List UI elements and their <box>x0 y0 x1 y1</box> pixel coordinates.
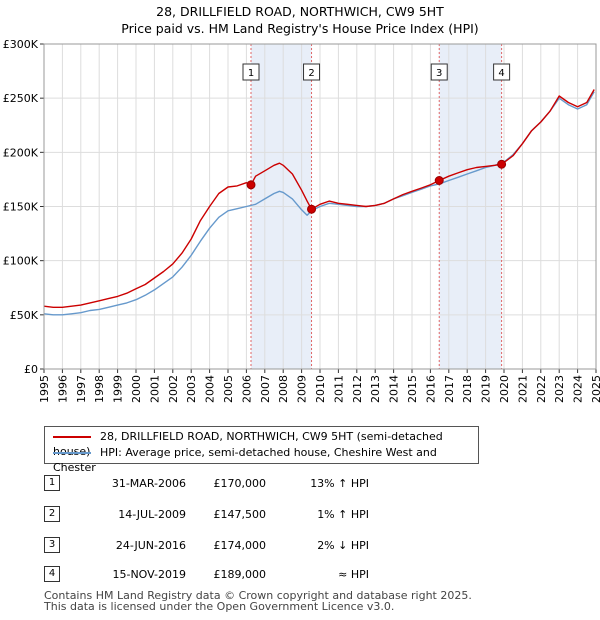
y-tick-label: £300K <box>3 38 39 51</box>
sale-point-3 <box>434 176 444 185</box>
x-tick-label: 2009 <box>296 375 309 403</box>
x-tick-label: 1996 <box>56 375 69 403</box>
legend-swatch-hpi <box>53 452 91 454</box>
x-tick-label: 2017 <box>443 375 456 403</box>
x-tick-label: 2024 <box>572 375 585 403</box>
footer-line-2: This data is licensed under the Open Gov… <box>44 600 395 613</box>
chart-title-line-2: Price paid vs. HM Land Registry's House … <box>121 21 479 36</box>
legend-swatch-property <box>53 436 91 438</box>
x-tick-label: 2020 <box>498 375 511 403</box>
x-tick-label: 2010 <box>314 375 327 403</box>
x-tick-label: 2000 <box>130 375 143 403</box>
transaction-number-badge: 4 <box>44 566 60 582</box>
transaction-number-badge: 2 <box>44 506 60 522</box>
series-line-hpi <box>43 91 595 316</box>
transaction-hpi: ≈ HPI <box>338 568 369 581</box>
x-tick-label: 1998 <box>93 375 106 403</box>
table-row: 3 24-JUN-2016 £174,000 2% ↓ HPI <box>0 537 600 555</box>
sale-number-label-3: 3 <box>436 68 442 79</box>
chart-title-line-1: 28, DRILLFIELD ROAD, NORTHWICH, CW9 5HT <box>156 4 444 19</box>
transaction-date: 24-JUN-2016 <box>115 539 186 552</box>
x-tick-label: 1997 <box>75 375 88 403</box>
x-tick-label: 2014 <box>388 375 401 403</box>
sale-point-1 <box>246 180 256 190</box>
x-tick-label: 2008 <box>277 375 290 403</box>
y-tick-label: £0 <box>24 363 38 376</box>
plot-frame <box>43 43 597 370</box>
y-tick-label: £250K <box>3 92 39 105</box>
transaction-price: £170,000 <box>213 477 267 490</box>
chart-title: 28, DRILLFIELD ROAD, NORTHWICH, CW9 5HT … <box>0 3 600 37</box>
x-tick-label: 2019 <box>480 375 493 403</box>
transaction-hpi: 13% ↑ HPI <box>310 477 369 490</box>
y-tick-label: £50K <box>10 309 39 322</box>
legend: 28, DRILLFIELD ROAD, NORTHWICH, CW9 5HT … <box>44 426 479 474</box>
series-line-property <box>43 89 595 308</box>
sale-number-label-1: 1 <box>248 68 254 79</box>
sale-number-box-4 <box>493 63 511 81</box>
transaction-price: £174,000 <box>213 539 267 552</box>
x-tick-label: 2016 <box>424 375 437 403</box>
x-tick-label: 2011 <box>332 375 345 403</box>
sale-number-box-1 <box>242 63 260 81</box>
table-row: 4 15-NOV-2019 £189,000 ≈ HPI <box>0 566 600 584</box>
transaction-date: 14-JUL-2009 <box>118 508 186 521</box>
sale-number-box-3 <box>430 63 448 81</box>
price-chart: 1 2 3 4 1995 1996 1997 1998 1999 2000 2001 2002 200… <box>3 38 600 403</box>
x-tick-label: 2003 <box>185 375 198 403</box>
table-row: 1 31-MAR-2006 £170,000 13% ↑ HPI <box>0 475 600 493</box>
x-tick-label: 2023 <box>553 375 566 403</box>
series-lines <box>43 89 595 316</box>
x-tick-label: 1995 <box>38 375 51 403</box>
legend-label-hpi: HPI: Average price, semi-detached house,… <box>53 446 437 474</box>
transaction-hpi: 2% ↓ HPI <box>317 539 369 552</box>
transaction-number-badge: 1 <box>44 475 60 491</box>
footer-line-1: Contains HM Land Registry data © Crown c… <box>44 589 472 602</box>
sale-markers <box>246 159 507 214</box>
legend-label-property: 28, DRILLFIELD ROAD, NORTHWICH, CW9 5HT … <box>53 430 443 458</box>
x-tick-label: 1999 <box>112 375 125 403</box>
x-tick-label: 2005 <box>222 375 235 403</box>
footer: Contains HM Land Registry data © Crown c… <box>44 590 472 612</box>
x-tick-label: 2025 <box>590 375 600 403</box>
x-tick-label: 2012 <box>351 375 364 403</box>
y-tick-label: £150K <box>3 201 39 214</box>
x-tick-label: 2002 <box>167 375 180 403</box>
x-tick-label: 2022 <box>535 375 548 403</box>
transaction-date: 31-MAR-2006 <box>111 477 186 490</box>
y-tick-label: £200K <box>3 146 39 159</box>
sale-number-label-4: 4 <box>498 68 504 79</box>
x-tick-label: 2021 <box>516 375 529 403</box>
sale-number-label-2: 2 <box>308 68 314 79</box>
sale-point-4 <box>497 159 507 169</box>
x-tick-label: 2013 <box>369 375 382 403</box>
legend-item-property: 28, DRILLFIELD ROAD, NORTHWICH, CW9 5HT … <box>53 429 478 458</box>
y-tick-label: £100K <box>3 255 39 268</box>
x-tick-label: 2015 <box>406 375 419 403</box>
transaction-number-badge: 3 <box>44 537 60 553</box>
legend-item-hpi: HPI: Average price, semi-detached house,… <box>53 445 478 474</box>
sale-date-lines: 1 2 3 4 <box>242 44 511 369</box>
x-tick-label: 2007 <box>259 375 272 403</box>
transaction-price: £189,000 <box>213 568 267 581</box>
table-row: 2 14-JUL-2009 £147,500 1% ↑ HPI <box>0 506 600 524</box>
transaction-date: 15-NOV-2019 <box>112 568 186 581</box>
axes: 1995 1996 1997 1998 1999 2000 2001 2002 2003 2004… <box>3 38 600 403</box>
sale-point-2 <box>307 204 317 214</box>
transaction-price: £147,500 <box>213 508 267 521</box>
sale-number-box-2 <box>303 63 321 81</box>
x-tick-label: 2004 <box>204 375 217 403</box>
x-tick-label: 2006 <box>240 375 253 403</box>
x-tick-label: 2001 <box>148 375 161 403</box>
x-tick-label: 2018 <box>461 375 474 403</box>
transaction-hpi: 1% ↑ HPI <box>317 508 369 521</box>
